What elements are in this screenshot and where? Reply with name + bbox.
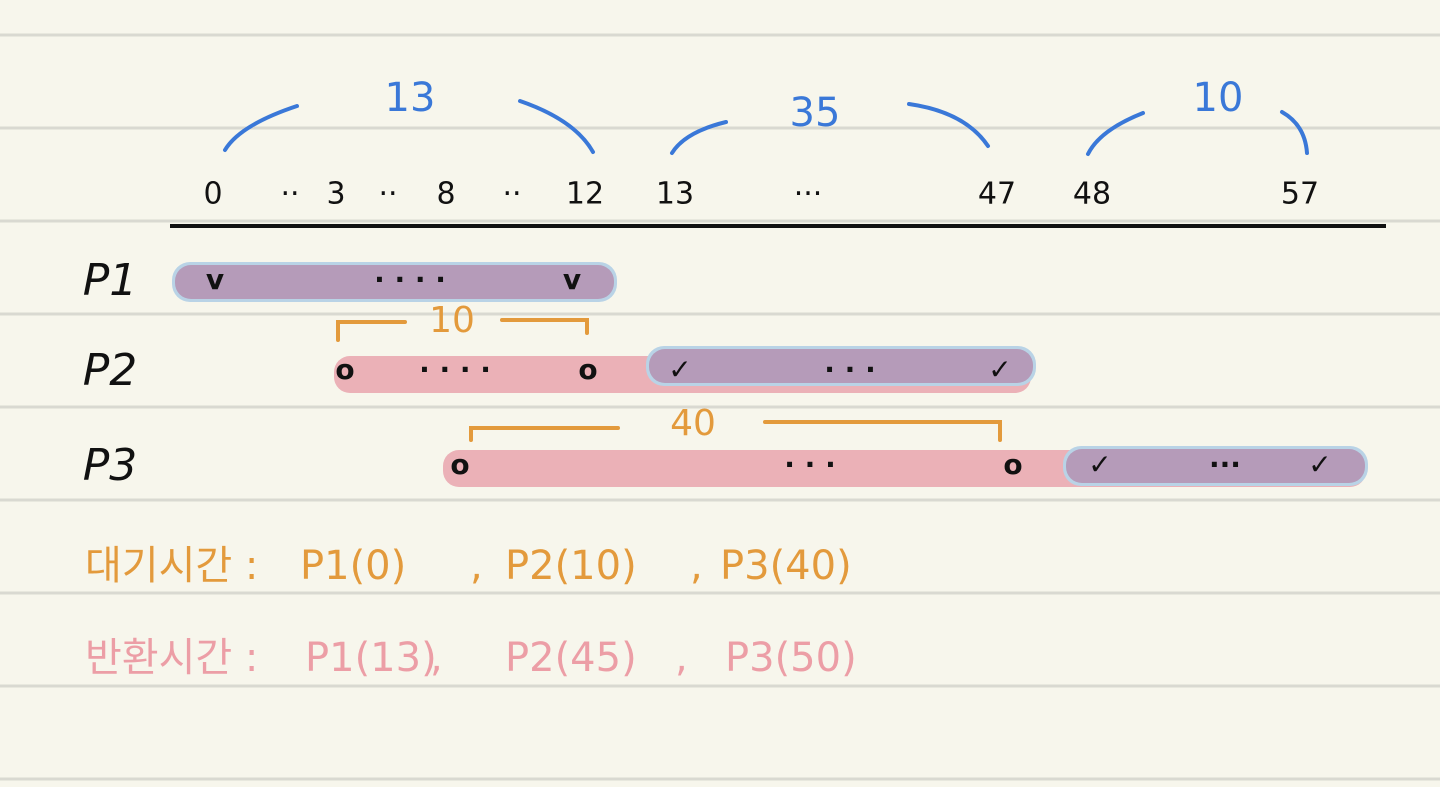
time-tick: 3 bbox=[326, 177, 345, 212]
summary-separator: , bbox=[675, 635, 688, 681]
ruled-lines bbox=[0, 33, 1440, 781]
bar-mark: o bbox=[335, 353, 354, 386]
span-label: 35 bbox=[790, 90, 841, 136]
time-tick: 47 bbox=[978, 177, 1016, 212]
bar-mark: · · · bbox=[784, 448, 835, 481]
bar-mark: ✓ bbox=[1308, 448, 1331, 481]
time-tick: ·· bbox=[378, 177, 397, 212]
summary-item: P2(45) bbox=[505, 635, 637, 681]
bar-mark: ✓ bbox=[668, 353, 691, 386]
wait-label: 40 bbox=[670, 403, 716, 444]
summary-item: P2(10) bbox=[505, 543, 637, 589]
summary-label: 대기시간 : bbox=[85, 543, 258, 589]
time-tick: 8 bbox=[436, 177, 455, 212]
bar-mark: o bbox=[578, 353, 597, 386]
wait-label: 10 bbox=[429, 300, 475, 341]
bar-mark: · · · · bbox=[374, 263, 446, 296]
time-tick: ··· bbox=[794, 177, 823, 212]
bar-mark: v bbox=[206, 263, 224, 296]
bar-mark: · · · bbox=[824, 353, 875, 386]
time-tick: ·· bbox=[280, 177, 299, 212]
summary-item: P3(50) bbox=[725, 635, 857, 681]
time-tick: 48 bbox=[1073, 177, 1111, 212]
time-tick: 0 bbox=[203, 177, 222, 212]
process-bars bbox=[172, 262, 1368, 487]
summary-item: P1(0) bbox=[300, 543, 406, 589]
bar-mark: ··· bbox=[1209, 448, 1241, 481]
summary-separator: , bbox=[690, 543, 703, 589]
bar-mark: ✓ bbox=[988, 353, 1011, 386]
time-tick: 12 bbox=[566, 177, 604, 212]
bar-mark: o bbox=[450, 448, 469, 481]
time-tick: 57 bbox=[1281, 177, 1319, 212]
summary-item: P1(13) bbox=[305, 635, 437, 681]
time-tick: 13 bbox=[656, 177, 694, 212]
summary-separator: , bbox=[430, 635, 443, 681]
summary-label: 반환시간 : bbox=[85, 635, 258, 681]
bar-mark: ✓ bbox=[1088, 448, 1111, 481]
process-label: P3 bbox=[83, 440, 138, 491]
span-label: 13 bbox=[385, 75, 436, 121]
summary-separator: , bbox=[470, 543, 483, 589]
span-label: 10 bbox=[1193, 75, 1244, 121]
summary-item: P3(40) bbox=[720, 543, 852, 589]
process-label: P2 bbox=[83, 345, 138, 396]
process-label: P1 bbox=[83, 255, 138, 306]
bar-mark: v bbox=[563, 263, 581, 296]
wait-braces bbox=[336, 318, 1002, 442]
bar-mark: · · · · bbox=[419, 353, 491, 386]
time-tick: ·· bbox=[502, 177, 521, 212]
bar-mark: o bbox=[1003, 448, 1022, 481]
span-braces bbox=[223, 99, 1309, 156]
